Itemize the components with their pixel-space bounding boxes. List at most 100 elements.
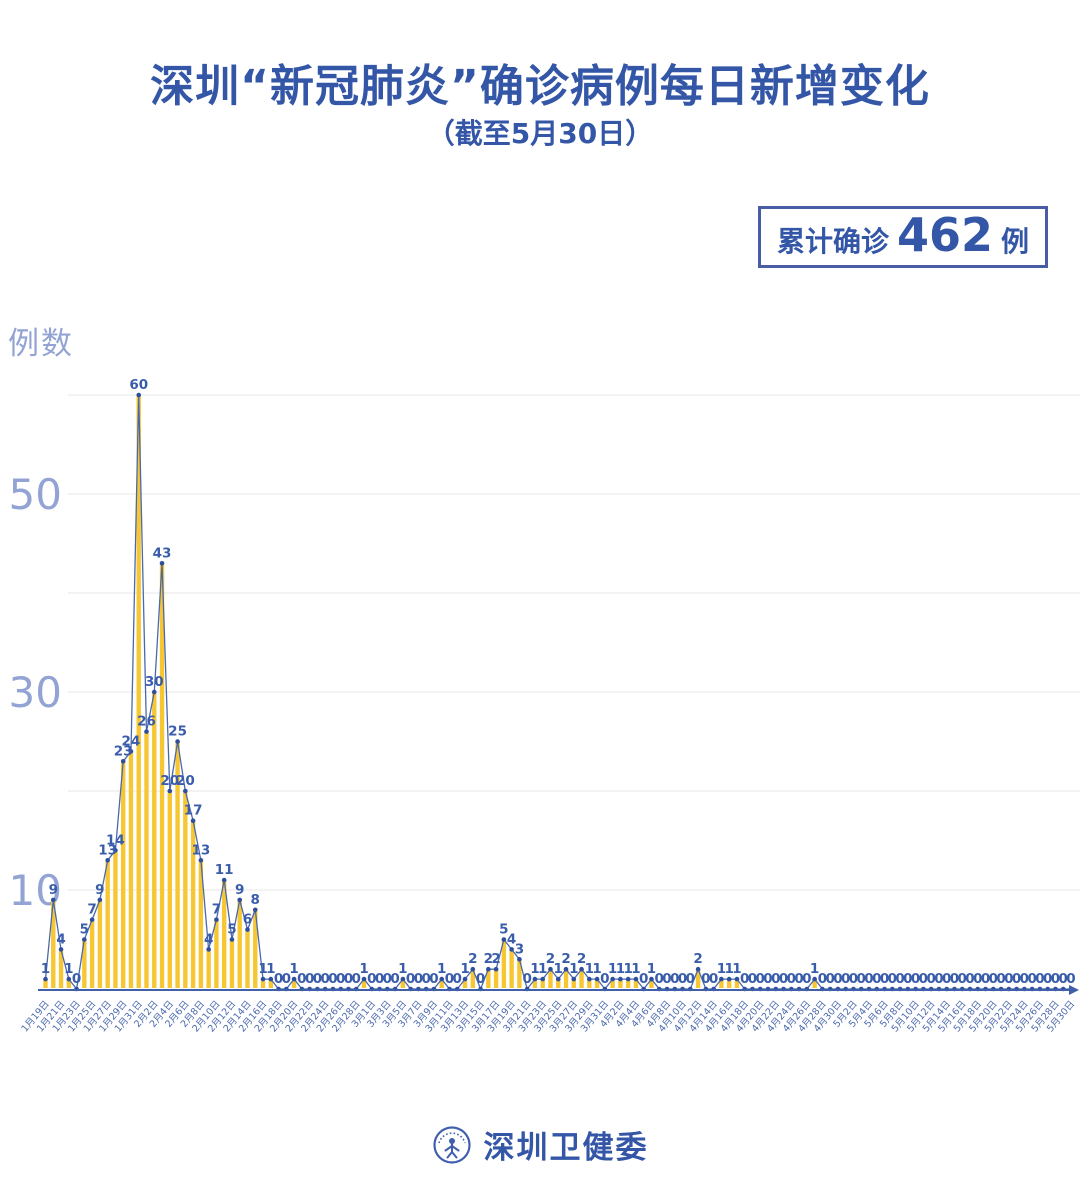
shenzhen-whc-logo-icon bbox=[432, 1125, 471, 1164]
data-point bbox=[229, 937, 235, 942]
data-point bbox=[618, 976, 623, 982]
data-point bbox=[128, 749, 134, 754]
value-label: 2 bbox=[577, 951, 586, 967]
value-label: 0 bbox=[996, 971, 1005, 987]
bar bbox=[152, 692, 157, 988]
value-label: 0 bbox=[367, 971, 376, 987]
value-label: 1 bbox=[460, 961, 469, 977]
value-label: 0 bbox=[313, 971, 322, 987]
bar bbox=[812, 979, 817, 988]
value-label: 0 bbox=[1012, 971, 1021, 987]
value-label: 1 bbox=[258, 961, 267, 977]
data-point bbox=[221, 877, 227, 883]
value-label: 7 bbox=[212, 902, 221, 918]
bar bbox=[579, 969, 584, 988]
value-label: 0 bbox=[1004, 971, 1013, 987]
value-label: 1 bbox=[538, 961, 547, 977]
value-label: 0 bbox=[1027, 971, 1036, 987]
value-label: 1 bbox=[530, 961, 539, 977]
bar bbox=[719, 979, 724, 988]
value-label: 4 bbox=[204, 931, 213, 947]
bar bbox=[625, 979, 631, 988]
value-label: 1 bbox=[554, 961, 563, 977]
data-point bbox=[97, 897, 103, 903]
data-point bbox=[190, 818, 196, 823]
bar bbox=[470, 969, 475, 988]
bar bbox=[253, 909, 258, 988]
bar bbox=[260, 979, 266, 988]
value-label: 0 bbox=[926, 971, 935, 987]
value-label: 1 bbox=[647, 961, 656, 977]
data-point bbox=[610, 976, 615, 982]
value-label: 0 bbox=[942, 971, 951, 987]
value-label: 0 bbox=[1059, 971, 1068, 987]
bar bbox=[120, 761, 126, 988]
data-point bbox=[105, 858, 110, 863]
value-label: 0 bbox=[888, 971, 897, 987]
value-label: 0 bbox=[1020, 971, 1029, 987]
y-axis-title: 例数 bbox=[8, 326, 74, 362]
data-point bbox=[649, 976, 654, 982]
value-label: 1 bbox=[569, 961, 578, 977]
data-point bbox=[563, 966, 569, 972]
data-point bbox=[400, 976, 406, 982]
value-label: 0 bbox=[406, 971, 415, 987]
value-label: 0 bbox=[1035, 971, 1044, 987]
value-label: 0 bbox=[274, 971, 283, 987]
bar bbox=[618, 979, 623, 988]
value-label: 1 bbox=[616, 961, 625, 977]
data-point bbox=[734, 976, 740, 982]
value-label: 0 bbox=[849, 971, 858, 987]
bar bbox=[532, 979, 538, 988]
value-label: 20 bbox=[160, 773, 179, 789]
data-point bbox=[726, 976, 732, 982]
value-label: 2 bbox=[693, 951, 702, 967]
value-label: 0 bbox=[678, 971, 687, 987]
data-point bbox=[361, 976, 367, 982]
badge-prefix-label: 累计确诊 bbox=[776, 225, 889, 258]
bar bbox=[734, 979, 740, 988]
value-label: 0 bbox=[903, 971, 912, 987]
value-label: 0 bbox=[787, 971, 796, 987]
value-label: 8 bbox=[251, 892, 260, 908]
bar bbox=[105, 860, 110, 988]
x-axis-labels: 1月19日1月21日1月23日1月25日1月27日1月29日1月31日2月2日2… bbox=[19, 999, 1077, 1035]
value-label: 0 bbox=[390, 971, 399, 987]
value-label: 20 bbox=[176, 773, 195, 789]
value-label: 0 bbox=[72, 971, 81, 987]
value-label: 1 bbox=[631, 961, 640, 977]
value-label: 0 bbox=[344, 971, 353, 987]
value-label: 0 bbox=[973, 971, 982, 987]
data-point bbox=[89, 917, 95, 922]
bar bbox=[43, 979, 48, 988]
data-point bbox=[594, 976, 600, 982]
bar bbox=[548, 969, 553, 988]
data-point bbox=[587, 976, 592, 982]
bar bbox=[159, 563, 165, 988]
data-point bbox=[540, 976, 546, 982]
bar bbox=[462, 979, 468, 988]
value-label: 4 bbox=[507, 931, 516, 947]
data-point bbox=[82, 937, 87, 942]
value-label: 60 bbox=[129, 377, 148, 393]
value-label: 0 bbox=[1043, 971, 1052, 987]
value-label: 0 bbox=[282, 971, 291, 987]
badge-total-value: 462 bbox=[896, 208, 993, 262]
bar bbox=[51, 899, 56, 988]
bar bbox=[175, 741, 180, 988]
value-label: 14 bbox=[106, 832, 125, 848]
value-label: 13 bbox=[98, 842, 117, 858]
bar bbox=[190, 820, 196, 988]
bar bbox=[144, 731, 149, 988]
value-label: 0 bbox=[965, 971, 974, 987]
data-point bbox=[493, 966, 499, 972]
value-label: 11 bbox=[215, 862, 234, 878]
bar bbox=[571, 979, 576, 988]
data-point bbox=[175, 739, 180, 744]
value-label: 1 bbox=[608, 961, 617, 977]
data-point bbox=[66, 976, 72, 982]
value-label: 0 bbox=[802, 971, 811, 987]
value-label: 0 bbox=[522, 971, 531, 987]
